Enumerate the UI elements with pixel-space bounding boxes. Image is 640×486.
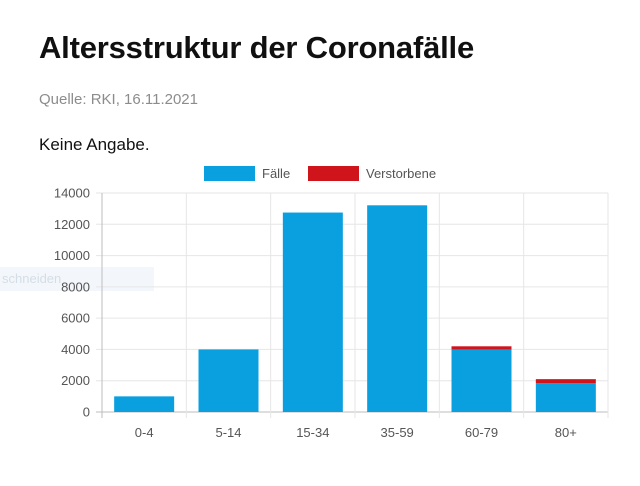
- y-tick-label: 8000: [61, 279, 90, 294]
- legend-label-faelle: Fälle: [262, 166, 290, 181]
- legend-swatch-faelle: [204, 166, 255, 181]
- bar-faelle: [451, 349, 512, 412]
- x-tick-label: 35-59: [381, 425, 414, 440]
- legend: Fälle Verstorbene: [204, 166, 436, 181]
- legend-label-verstorbene: Verstorbene: [366, 166, 436, 181]
- dropdown-selection[interactable]: Keine Angabe.: [39, 135, 150, 154]
- bar-verstorbene: [451, 346, 512, 350]
- y-tick-label: 10000: [54, 248, 90, 263]
- x-tick-label: 60-79: [465, 425, 498, 440]
- x-tick-label: 0-4: [135, 425, 154, 440]
- page-title: Altersstruktur der Coronafälle: [39, 30, 474, 65]
- grid-lines: [96, 192, 609, 418]
- axes: 0 2000 4000 6000 8000 10000 12000 14000 0-4 5-14 1…: [54, 186, 577, 441]
- x-tick-label: 15-34: [296, 425, 329, 440]
- y-tick-label: 0: [83, 405, 90, 420]
- y-tick-label: 14000: [54, 186, 90, 201]
- x-tick-label: 80+: [555, 425, 577, 440]
- legend-swatch-verstorbene: [308, 166, 359, 181]
- bar-faelle: [367, 205, 428, 412]
- bar-faelle: [198, 349, 259, 412]
- source-note: Quelle: RKI, 16.11.2021: [39, 91, 198, 108]
- bar-verstorbene: [535, 379, 596, 384]
- bar-faelle: [114, 396, 175, 412]
- bars: [114, 205, 596, 412]
- bar-faelle: [282, 212, 343, 412]
- y-tick-label: 6000: [61, 311, 90, 326]
- y-tick-label: 12000: [54, 217, 90, 232]
- y-tick-label: 4000: [61, 342, 90, 357]
- bar-faelle: [535, 383, 596, 412]
- y-tick-label: 2000: [61, 373, 90, 388]
- x-tick-label: 5-14: [215, 425, 241, 440]
